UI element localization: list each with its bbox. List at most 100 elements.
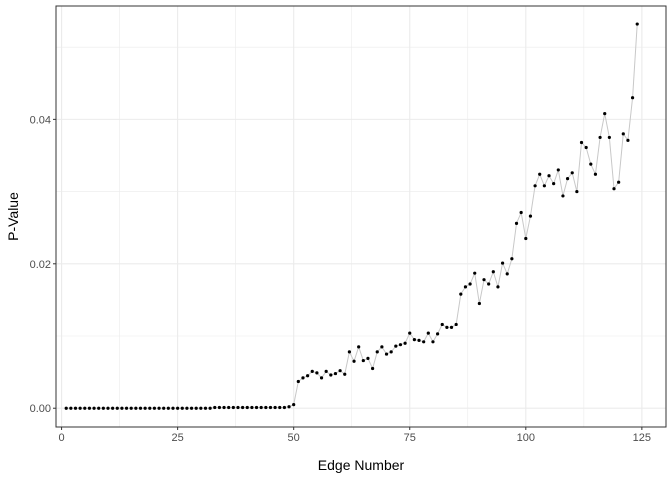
data-point [538, 172, 542, 176]
data-point [222, 405, 226, 410]
data-point [166, 406, 170, 410]
data-point [264, 405, 268, 410]
data-point [394, 344, 398, 348]
x-axis-title: Edge Number [318, 457, 405, 473]
data-point [514, 221, 519, 225]
data-point [83, 406, 87, 410]
data-point [579, 140, 584, 145]
data-point [449, 325, 454, 329]
data-point [426, 331, 430, 335]
data-point [171, 406, 175, 410]
data-point [598, 135, 602, 140]
data-point [73, 406, 78, 410]
y-tick-label: 0.00 [30, 403, 51, 415]
data-point [64, 406, 68, 410]
x-axis: 0 25 50 75 100 125 [59, 427, 651, 444]
data-point [176, 406, 180, 410]
x-tick-label: 25 [172, 432, 184, 444]
x-tick-label: 0 [59, 432, 65, 444]
x-tick-label: 100 [517, 432, 535, 444]
data-point [603, 111, 607, 116]
data-point [138, 406, 143, 410]
data-point [561, 194, 565, 198]
data-point [296, 379, 300, 384]
data-point [78, 406, 82, 410]
data-point [473, 271, 477, 275]
data-point [463, 285, 468, 289]
data-point [189, 406, 194, 410]
data-point [459, 292, 463, 296]
data-point [287, 405, 291, 409]
data-point [245, 405, 249, 410]
data-point [361, 358, 365, 363]
data-point [185, 406, 189, 410]
data-point [621, 132, 625, 136]
data-point [487, 282, 491, 286]
data-point [612, 187, 616, 191]
data-point [510, 257, 514, 261]
data-point [180, 406, 184, 410]
data-point [528, 214, 533, 218]
data-point [227, 405, 231, 410]
data-point [292, 403, 296, 407]
data-point [593, 172, 598, 176]
data-point [440, 322, 444, 327]
data-point [333, 371, 338, 376]
data-point [384, 352, 389, 356]
data-point [496, 285, 500, 289]
data-point [301, 376, 305, 380]
data-point [398, 343, 403, 347]
data-point [500, 261, 505, 265]
series-line [66, 24, 638, 409]
data-point [203, 406, 208, 410]
data-point [412, 338, 416, 342]
data-point [366, 356, 370, 360]
data-point [375, 350, 379, 354]
data-point [231, 405, 235, 410]
data-point [552, 182, 556, 186]
data-point [468, 282, 472, 286]
data-point [617, 180, 621, 184]
data-point [106, 406, 110, 410]
data-point [570, 171, 574, 175]
data-point [236, 405, 240, 410]
data-point [282, 405, 287, 410]
data-point [491, 270, 495, 274]
data-point [403, 341, 407, 345]
data-point [157, 406, 161, 410]
data-point [152, 406, 157, 410]
data-point [477, 301, 481, 306]
data-point [208, 406, 212, 410]
y-axis: 0.00 0.02 0.04 [30, 114, 56, 415]
data-point [524, 236, 528, 241]
data-point [120, 406, 124, 410]
data-point [329, 373, 333, 377]
data-point [422, 340, 426, 344]
panel-border [55, 5, 667, 428]
x-tick-label: 125 [633, 432, 651, 444]
data-point [380, 345, 384, 349]
data-points [64, 22, 639, 410]
data-point [519, 210, 523, 215]
data-point [371, 366, 375, 371]
data-point [241, 405, 245, 410]
data-point [352, 359, 356, 363]
data-point [505, 272, 509, 276]
data-point [635, 22, 639, 26]
data-point [310, 369, 314, 373]
data-point [306, 374, 310, 378]
data-point [575, 189, 579, 194]
data-point [115, 406, 119, 410]
data-point [124, 406, 129, 410]
data-point [199, 406, 203, 410]
data-point [347, 350, 351, 354]
data-point [273, 405, 277, 410]
data-point [111, 406, 115, 410]
data-point [445, 325, 449, 329]
data-point [408, 331, 412, 335]
data-point [315, 371, 319, 375]
data-point [213, 405, 217, 410]
data-point [584, 145, 588, 150]
data-point [324, 369, 328, 373]
